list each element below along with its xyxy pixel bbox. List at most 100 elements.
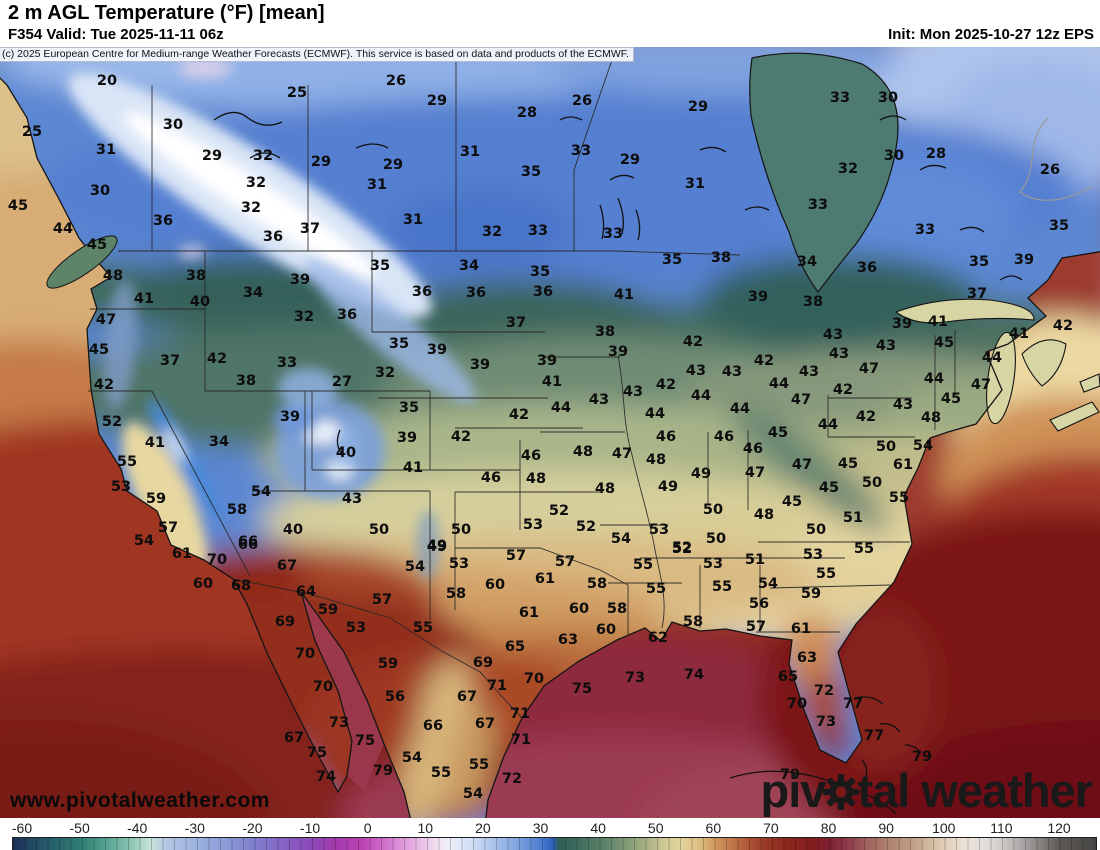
temp-value: 44 — [53, 221, 73, 237]
temp-value: 52 — [672, 541, 692, 557]
temp-value: 36 — [533, 284, 553, 300]
temp-value: 33 — [603, 226, 623, 242]
header: 2 m AGL Temperature (°F) [mean] F354 Val… — [0, 0, 1100, 47]
temp-value: 45 — [941, 391, 961, 407]
temp-value: 53 — [649, 522, 669, 538]
temp-value: 55 — [816, 566, 836, 582]
temp-value: 27 — [332, 374, 352, 390]
temp-value: 35 — [1049, 218, 1069, 234]
temp-value: 34 — [209, 434, 229, 450]
scale-tick-label: 0 — [363, 820, 372, 836]
temp-value: 31 — [460, 144, 480, 160]
temp-value: 54 — [463, 786, 483, 802]
temp-value: 34 — [797, 254, 817, 270]
temp-value: 40 — [336, 445, 356, 461]
brand-logo: piv tal weather — [761, 764, 1093, 817]
temp-value: 45 — [89, 342, 109, 358]
temp-value: 65 — [778, 669, 798, 685]
temp-value: 44 — [551, 400, 571, 416]
temp-value: 50 — [451, 522, 471, 538]
temp-value: 53 — [523, 517, 543, 533]
temp-value: 31 — [367, 177, 387, 193]
temp-value: 50 — [369, 522, 389, 538]
temp-value: 44 — [691, 388, 711, 404]
temp-value: 51 — [745, 552, 765, 568]
temp-value: 52 — [576, 519, 596, 535]
temp-value: 66 — [238, 537, 258, 553]
temp-value: 57 — [506, 548, 526, 564]
temp-value: 29 — [383, 157, 403, 173]
temp-value: 59 — [318, 602, 338, 618]
temp-value: 33 — [808, 197, 828, 213]
temp-value: 44 — [924, 371, 944, 387]
temp-value: 45 — [934, 335, 954, 351]
temp-value: 62 — [648, 630, 668, 646]
temp-value: 46 — [743, 441, 763, 457]
temp-value: 70 — [524, 671, 544, 687]
temp-value: 55 — [117, 454, 137, 470]
temp-value: 64 — [296, 584, 316, 600]
temp-value: 43 — [686, 363, 706, 379]
temp-value: 28 — [926, 146, 946, 162]
temp-value: 69 — [473, 655, 493, 671]
temp-value: 31 — [96, 142, 116, 158]
temp-value: 29 — [202, 148, 222, 164]
temp-value: 53 — [803, 547, 823, 563]
temp-value: 42 — [1053, 318, 1073, 334]
temp-value: 51 — [843, 510, 863, 526]
temp-value: 43 — [623, 384, 643, 400]
temp-value: 33 — [571, 143, 591, 159]
temp-value: 75 — [355, 733, 375, 749]
temp-value: 29 — [620, 152, 640, 168]
temp-value: 39 — [748, 289, 768, 305]
temp-value: 43 — [823, 327, 843, 343]
temp-value: 32 — [253, 148, 273, 164]
temp-value: 30 — [90, 183, 110, 199]
temp-value: 66 — [238, 534, 258, 550]
page-title: 2 m AGL Temperature (°F) [mean] — [8, 2, 325, 24]
temp-value: 73 — [329, 715, 349, 731]
temp-value: 38 — [595, 324, 615, 340]
temp-value: 47 — [612, 446, 632, 462]
init-time-label: Init: Mon 2025-10-27 12z EPS — [888, 26, 1094, 43]
temp-value: 55 — [431, 765, 451, 781]
temp-value: 59 — [146, 491, 166, 507]
temp-value: 60 — [596, 622, 616, 638]
temp-value: 30 — [163, 117, 183, 133]
scale-tick-label: 50 — [647, 820, 664, 836]
temp-value: 42 — [656, 377, 676, 393]
temp-value: 74 — [316, 769, 336, 785]
temp-value: 38 — [711, 250, 731, 266]
gear-icon — [823, 770, 860, 817]
scale-tick-label: 100 — [932, 820, 956, 836]
temp-value: 44 — [769, 376, 789, 392]
gulf-of-california — [301, 592, 384, 790]
quebec-border — [1019, 117, 1094, 201]
temp-value: 48 — [754, 507, 774, 523]
temp-value: 75 — [307, 745, 327, 761]
temp-value: 43 — [876, 338, 896, 354]
temp-value: 40 — [190, 294, 210, 310]
temp-value: 48 — [595, 481, 615, 497]
temp-value: 41 — [145, 435, 165, 451]
temp-value: 42 — [451, 429, 471, 445]
scale-tick-label: -10 — [299, 820, 321, 836]
temp-value: 55 — [469, 757, 489, 773]
temp-value: 29 — [311, 154, 331, 170]
temp-value: 74 — [684, 667, 704, 683]
scale-tick-label: -20 — [242, 820, 263, 836]
temp-value: 53 — [703, 556, 723, 572]
temp-value: 67 — [277, 558, 297, 574]
temp-value: 63 — [558, 632, 578, 648]
temp-value: 44 — [730, 401, 750, 417]
temp-value: 36 — [466, 285, 486, 301]
temp-value: 45 — [838, 456, 858, 472]
temp-value: 39 — [537, 353, 557, 369]
scale-tick-label: -40 — [127, 820, 148, 836]
temp-value: 47 — [745, 465, 765, 481]
temp-value: 43 — [799, 364, 819, 380]
temp-value: 73 — [816, 714, 836, 730]
mountain-cold-streaks — [68, 58, 476, 580]
temp-value: 41 — [1009, 326, 1029, 342]
